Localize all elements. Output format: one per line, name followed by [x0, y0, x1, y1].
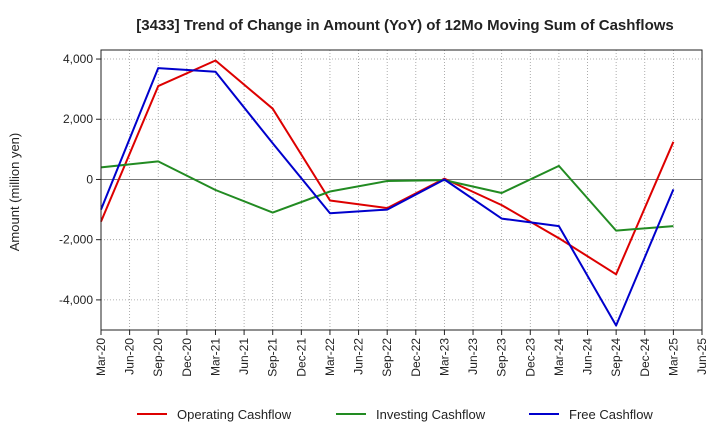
y-tick-label: 4,000	[63, 52, 93, 66]
x-tick-label: Sep-23	[495, 338, 509, 377]
x-tick-label: Sep-21	[266, 338, 280, 377]
x-tick-label: Mar-24	[552, 338, 566, 376]
x-tick-label: Mar-23	[437, 338, 451, 376]
y-tick-label: -2,000	[59, 233, 93, 247]
x-tick-label: Mar-22	[323, 338, 337, 376]
x-tick-label: Mar-20	[94, 338, 108, 376]
series-group	[100, 59, 675, 327]
y-ticks: 4,000 2,000 0 -2,000 -4,000	[59, 52, 101, 307]
x-tick-label: Dec-20	[180, 338, 194, 377]
operating-cashflow-line	[100, 59, 675, 276]
legend-label-free-cashflow: Free Cashflow	[569, 407, 653, 422]
x-tick-label: Dec-23	[523, 338, 537, 377]
x-tick-label: Sep-22	[380, 338, 394, 377]
investing-cashflow-line	[100, 160, 674, 232]
x-tick-label: Mar-25	[666, 338, 680, 376]
x-tick-label: Jun-22	[352, 338, 366, 375]
legend-label-investing-cashflow: Investing Cashflow	[376, 407, 486, 422]
x-ticks: Mar-20 Jun-20 Sep-20 Dec-20 Mar-21 Jun-21 Sep-…	[94, 330, 709, 377]
x-tick-label: Jun-24	[581, 338, 595, 375]
x-tick-label: Dec-21	[294, 338, 308, 377]
grid	[101, 50, 702, 330]
plot-area	[101, 50, 702, 330]
legend-label-operating-cashflow: Operating Cashflow	[177, 407, 292, 422]
y-tick-label: -4,000	[59, 293, 93, 307]
y-tick-label: 2,000	[63, 112, 93, 126]
y-tick-label: 0	[86, 172, 93, 186]
x-tick-label: Jun-25	[695, 338, 709, 375]
x-tick-label: Sep-20	[151, 338, 165, 377]
x-tick-label: Mar-21	[208, 338, 222, 376]
x-tick-label: Dec-24	[638, 338, 652, 377]
free-cashflow-line	[100, 67, 675, 327]
legend: Operating Cashflow Investing Cashflow Free…	[137, 407, 653, 422]
y-axis-label: Amount (million yen)	[7, 133, 22, 252]
x-tick-label: Jun-20	[123, 338, 137, 375]
x-tick-label: Dec-22	[409, 338, 423, 377]
x-tick-label: Jun-23	[466, 338, 480, 375]
x-tick-label: Sep-24	[609, 338, 623, 377]
x-tick-label: Jun-21	[237, 338, 251, 375]
chart-title: [3433] Trend of Change in Amount (YoY) o…	[136, 17, 674, 34]
plot-frame	[100, 49, 703, 331]
